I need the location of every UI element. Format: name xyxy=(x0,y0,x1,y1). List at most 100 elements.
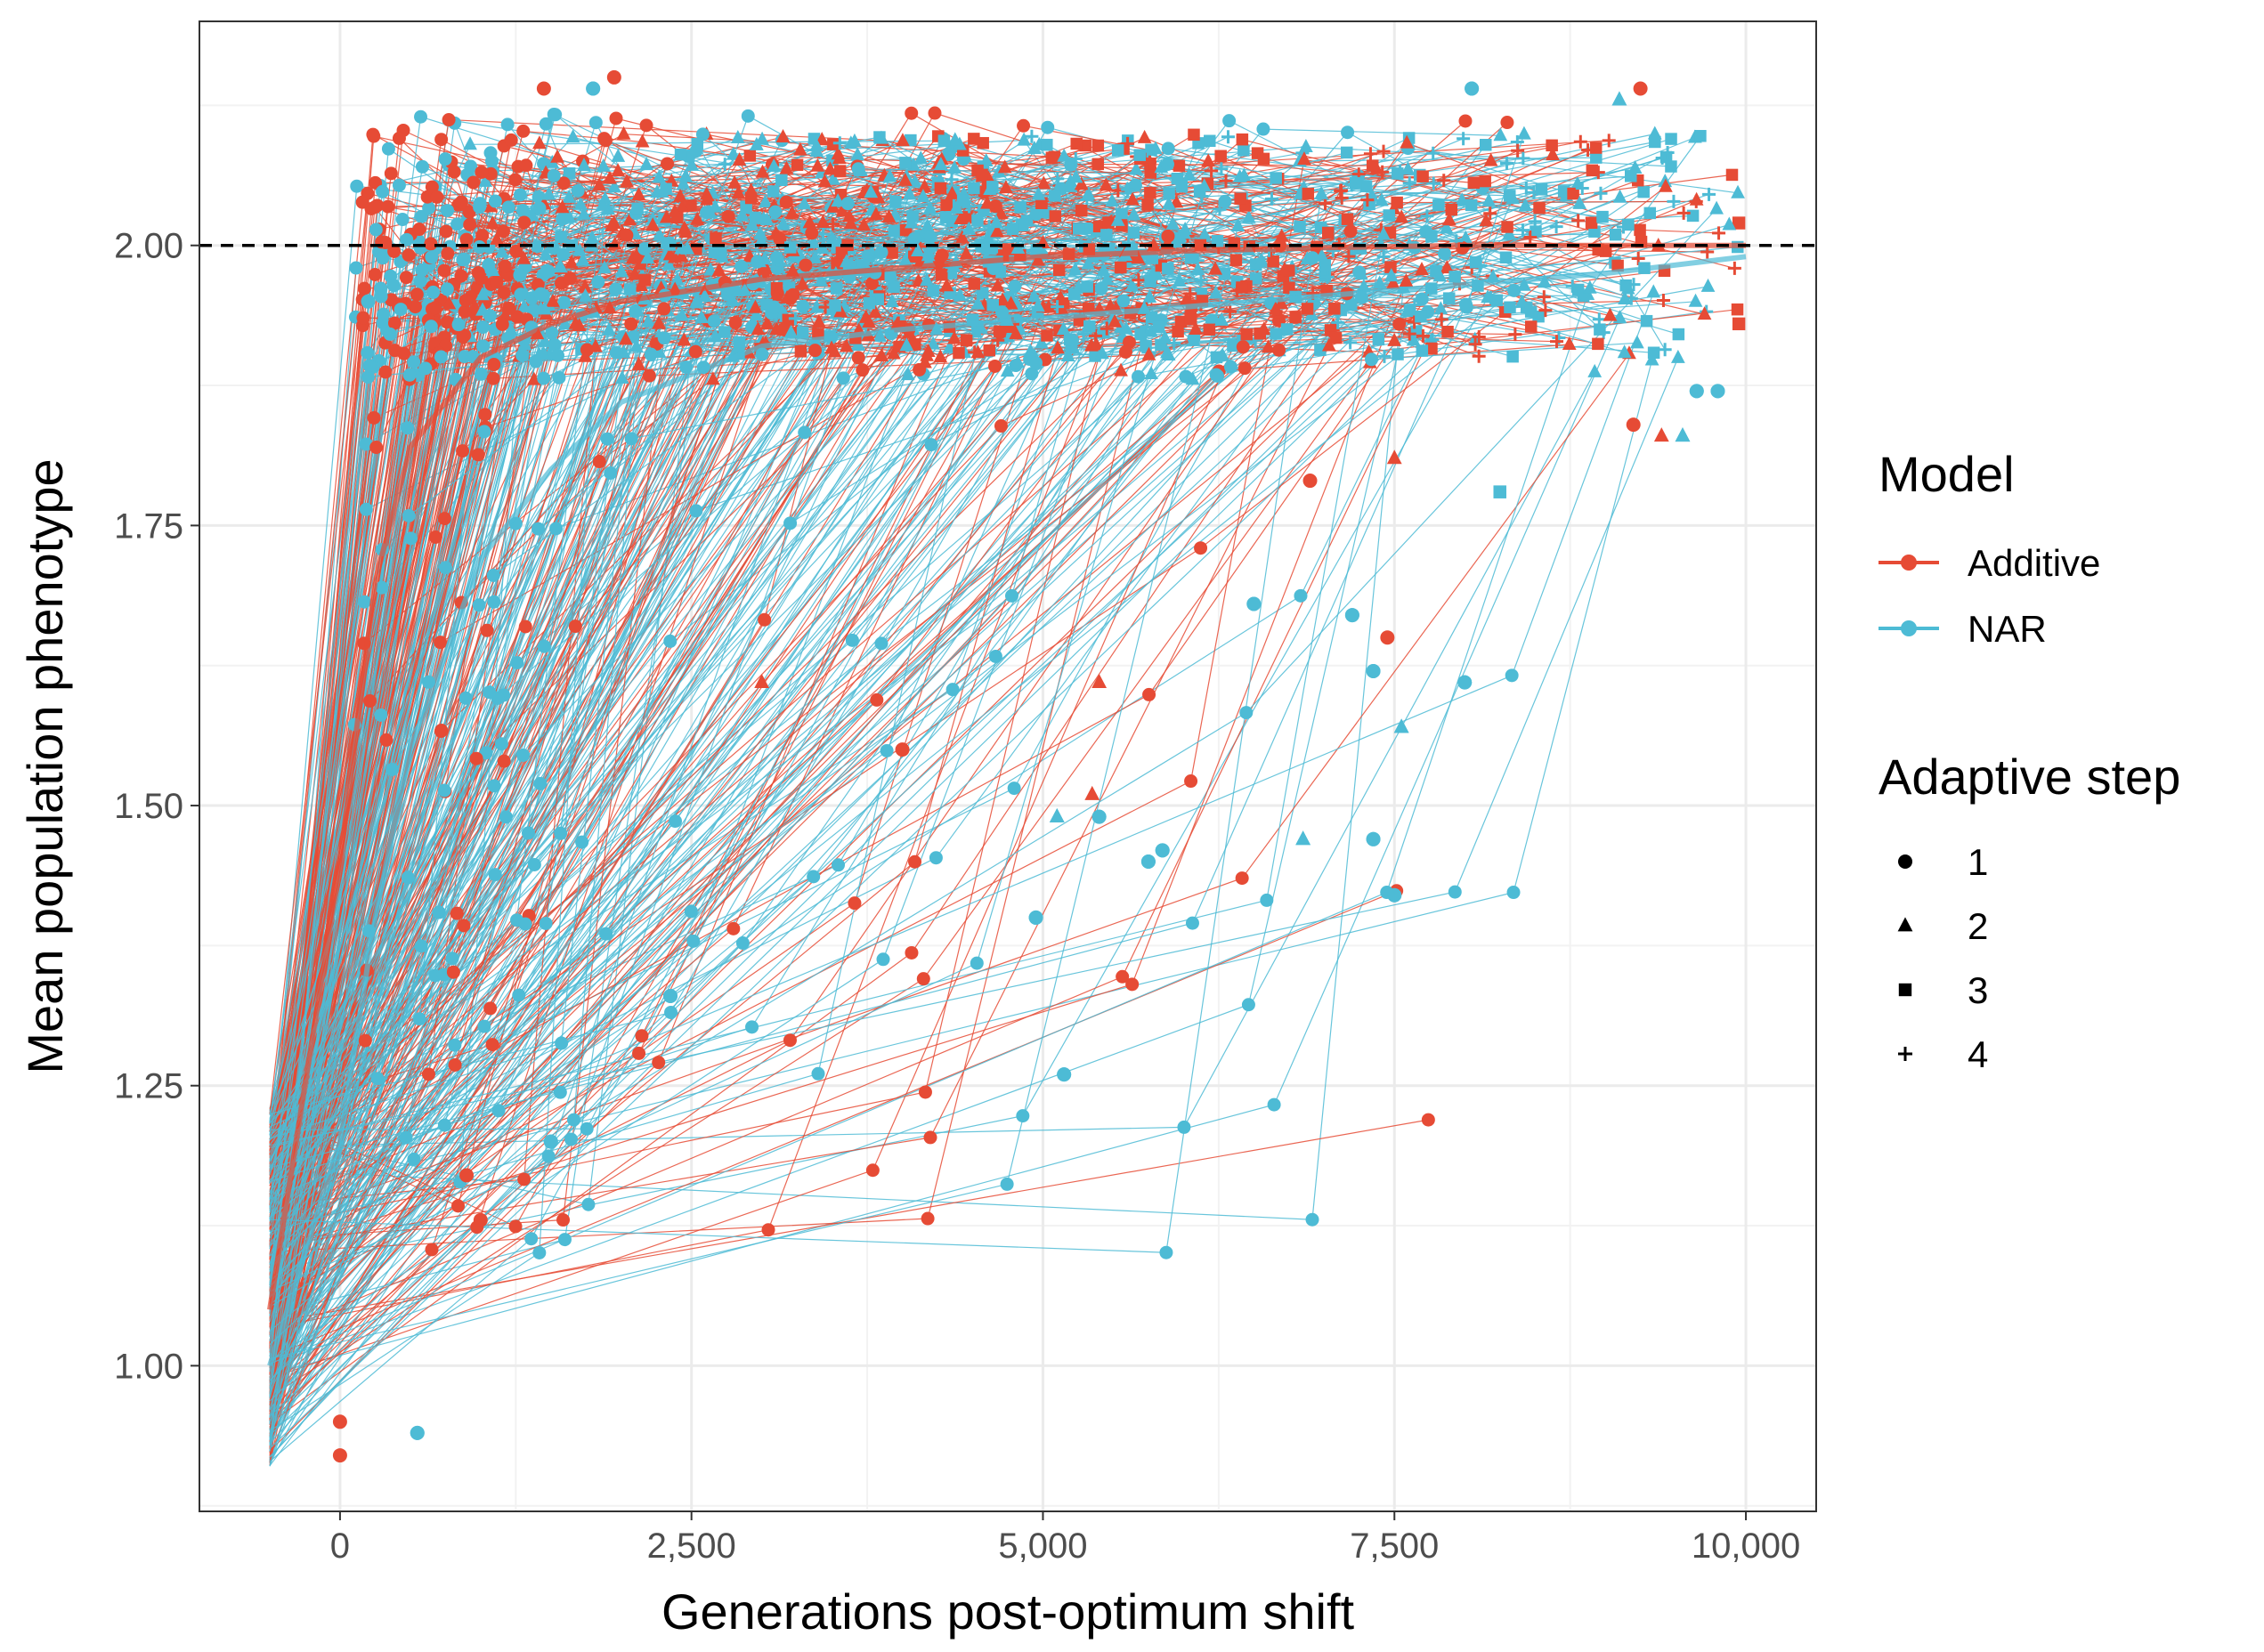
y-axis-title: Mean population phenotype xyxy=(17,458,73,1073)
data-point xyxy=(1194,541,1208,555)
data-point xyxy=(1211,368,1225,383)
data-point xyxy=(1609,228,1622,241)
data-point xyxy=(726,146,741,160)
data-point xyxy=(977,287,989,299)
data-point xyxy=(870,692,884,707)
data-point xyxy=(927,285,940,297)
data-point xyxy=(856,363,870,377)
data-point xyxy=(1095,345,1109,360)
data-point xyxy=(1008,279,1022,294)
data-point xyxy=(1189,321,1203,336)
data-point xyxy=(550,149,564,163)
data-point xyxy=(415,159,429,174)
data-point xyxy=(962,221,977,235)
data-point xyxy=(578,287,593,302)
data-point xyxy=(377,307,391,321)
data-point xyxy=(1163,187,1175,199)
data-point xyxy=(1041,120,1055,134)
data-point xyxy=(705,371,720,385)
data-point xyxy=(959,246,974,260)
data-point xyxy=(876,952,890,967)
data-point xyxy=(783,324,799,338)
data-point xyxy=(1504,190,1516,202)
data-point xyxy=(399,271,413,285)
data-point xyxy=(976,168,988,182)
data-point xyxy=(1468,337,1482,352)
data-point xyxy=(1493,127,1508,142)
data-point xyxy=(469,751,483,765)
data-point xyxy=(1297,151,1311,166)
data-point xyxy=(1186,332,1201,346)
data-point xyxy=(1305,1212,1319,1227)
data-point xyxy=(1515,223,1530,238)
data-point xyxy=(1448,271,1461,283)
data-point xyxy=(1349,176,1362,190)
data-point xyxy=(988,649,1002,663)
data-point xyxy=(1319,269,1332,282)
data-point xyxy=(412,223,426,237)
data-point xyxy=(668,203,682,217)
data-point xyxy=(718,158,732,172)
data-point xyxy=(1144,275,1156,287)
data-point xyxy=(1223,360,1237,374)
data-point xyxy=(442,296,457,310)
data-point xyxy=(734,259,749,273)
data-point xyxy=(392,178,406,192)
data-point xyxy=(1302,187,1315,200)
data-point xyxy=(378,236,393,250)
data-point xyxy=(591,275,605,289)
data-point xyxy=(945,185,960,199)
data-point xyxy=(1004,588,1018,603)
data-point xyxy=(572,318,587,332)
data-point xyxy=(600,432,614,446)
data-point xyxy=(802,215,817,229)
y-tick-label: 2.00 xyxy=(114,227,183,266)
data-point xyxy=(362,359,377,373)
data-point xyxy=(1091,674,1108,689)
data-point xyxy=(471,448,485,462)
data-point xyxy=(581,1197,596,1211)
data-point xyxy=(1442,212,1457,226)
data-point xyxy=(795,276,810,290)
data-point xyxy=(1550,335,1564,349)
data-point xyxy=(499,810,513,824)
data-point xyxy=(421,1067,435,1081)
data-point xyxy=(1144,186,1156,199)
data-point xyxy=(1070,137,1083,150)
data-point xyxy=(695,127,710,142)
data-point xyxy=(1002,243,1015,255)
data-point xyxy=(1341,126,1355,140)
data-point xyxy=(1274,296,1289,310)
data-point xyxy=(1402,176,1416,190)
data-point xyxy=(572,242,587,256)
data-point xyxy=(645,217,661,231)
y-tick-label: 1.00 xyxy=(114,1347,183,1386)
data-point xyxy=(361,345,375,360)
legend-key-shape xyxy=(1897,917,1913,932)
data-point xyxy=(1557,185,1570,198)
data-point xyxy=(428,530,442,545)
data-point xyxy=(1203,323,1216,336)
data-point xyxy=(424,237,438,251)
data-point xyxy=(1523,230,1538,244)
data-point xyxy=(531,522,545,536)
data-point xyxy=(1017,118,1031,133)
data-point xyxy=(1089,336,1104,351)
data-point xyxy=(361,370,375,385)
data-point xyxy=(438,561,452,575)
legend-label-model: Additive xyxy=(1968,542,2100,584)
data-point xyxy=(1048,150,1061,164)
data-point xyxy=(1518,198,1533,212)
data-point xyxy=(494,737,508,751)
data-point xyxy=(830,282,843,295)
data-point xyxy=(933,349,948,363)
data-point xyxy=(1129,161,1143,175)
data-point xyxy=(726,292,740,306)
data-point xyxy=(1081,186,1096,200)
data-point xyxy=(548,108,563,122)
data-point xyxy=(1280,323,1294,336)
data-point xyxy=(709,328,723,343)
data-point xyxy=(1241,209,1256,223)
data-point xyxy=(597,260,612,274)
data-point xyxy=(454,195,468,209)
